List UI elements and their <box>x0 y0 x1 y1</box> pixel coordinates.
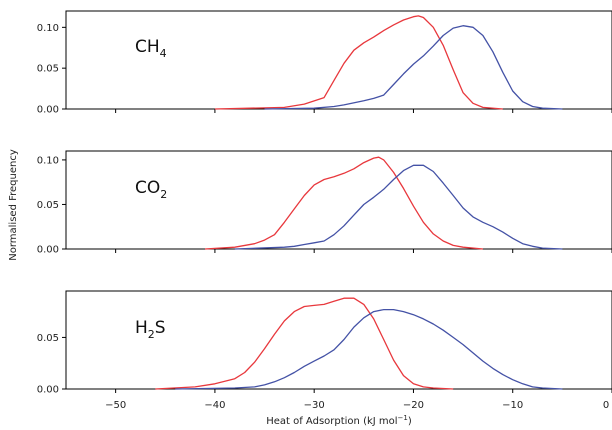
y-tick-label: 0.00 <box>37 385 59 396</box>
x-axis-title: Heat of Adsorption (kJ mol−1) <box>266 414 412 427</box>
x-tick-label: −20 <box>403 400 424 411</box>
y-tick-label: 0.05 <box>37 64 59 75</box>
panel-1: 0.00 0.05 0.10 CH4 <box>37 10 612 116</box>
x-tick-label: 0 <box>603 400 609 411</box>
x-tick-label: −10 <box>502 400 523 411</box>
panel-gas-label: CO2 <box>135 178 167 201</box>
y-tick-label: 0.10 <box>37 23 59 34</box>
panel-frame <box>65 10 612 110</box>
panel-2: 0.00 0.05 0.10 CO2 <box>37 150 612 256</box>
series-line-red <box>204 156 483 250</box>
series-line-red <box>155 297 454 390</box>
panel-frame <box>65 150 612 250</box>
x-tick-label: −30 <box>304 400 325 411</box>
panel-frame <box>65 290 612 390</box>
chart-panels: 0.00 0.05 0.10 CH4 0.00 0.05 0.10 CO2 0.00 0.05 H2… <box>37 10 612 396</box>
series-line-red <box>214 15 503 110</box>
series-line-blue <box>264 25 563 110</box>
series-line-blue <box>175 308 563 390</box>
panel-gas-label: H2S <box>135 318 166 341</box>
panel-3: 0.00 0.05 H2S <box>37 290 612 396</box>
y-tick-label: 0.10 <box>37 155 59 166</box>
y-tick-label: 0.05 <box>37 200 59 211</box>
x-tick-label: −40 <box>204 400 225 411</box>
panel-gas-label: CH4 <box>135 37 167 60</box>
y-tick-label: 0.00 <box>37 245 59 256</box>
x-tick-label: −50 <box>105 400 126 411</box>
series-line-blue <box>234 164 563 250</box>
y-tick-label: 0.00 <box>37 105 59 116</box>
x-axis: −50 −40 −30 −20 −10 0 <box>105 400 609 411</box>
y-axis-title: Normalised Frequency <box>8 149 19 261</box>
y-tick-label: 0.05 <box>37 333 59 344</box>
